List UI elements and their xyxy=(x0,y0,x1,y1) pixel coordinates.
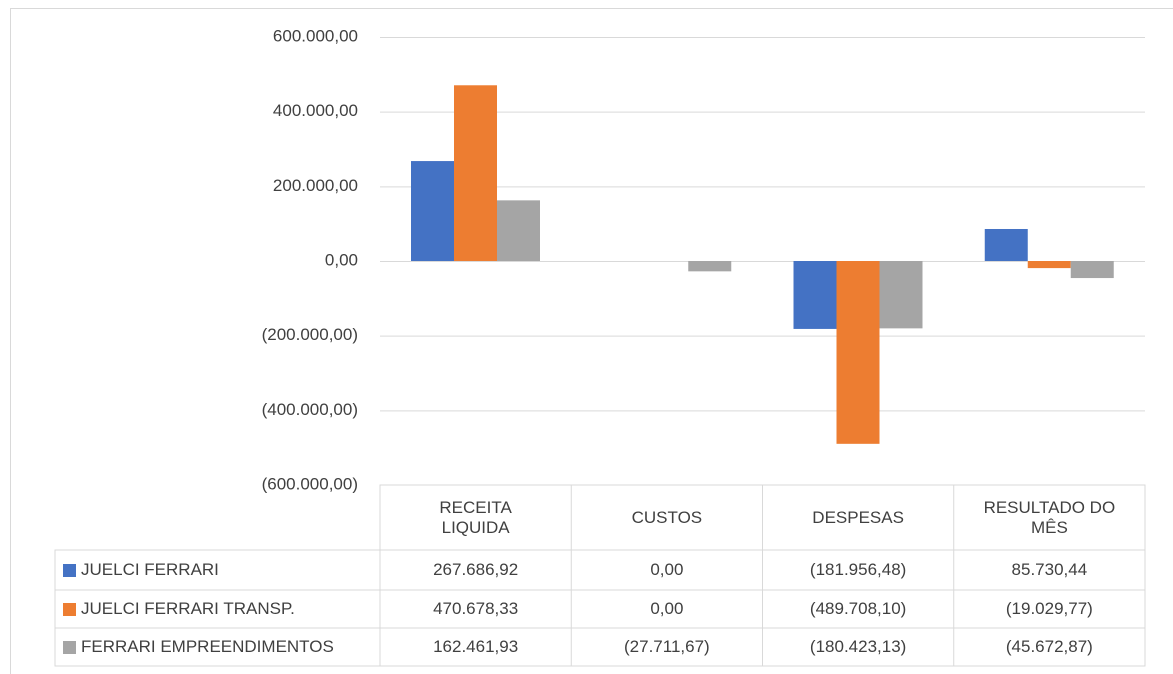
legend-entry: JUELCI FERRARI xyxy=(55,550,380,590)
table-value: (181.956,48) xyxy=(763,550,954,590)
bar xyxy=(411,161,454,261)
bar xyxy=(688,261,732,272)
table-value-text: 0,00 xyxy=(650,599,684,618)
y-tick-label: (200.000,00) xyxy=(262,325,358,344)
table-value: 0,00 xyxy=(571,550,762,590)
y-tick-label: (400.000,00) xyxy=(262,400,358,419)
y-tick-label: 200.000,00 xyxy=(273,176,358,195)
x-category-label-text: RECEITA LIQUIDA xyxy=(439,497,512,537)
x-category-label: DESPESAS xyxy=(763,485,954,550)
table-value: 162.461,93 xyxy=(380,628,571,666)
bar xyxy=(454,85,497,261)
bar xyxy=(1027,261,1071,269)
table-value-text: (489.708,10) xyxy=(809,599,907,618)
table-value-text: 267.686,92 xyxy=(433,560,519,579)
table-value-text: 470.678,33 xyxy=(433,599,519,618)
legend-swatch xyxy=(63,563,76,577)
table-value: (19.029,77) xyxy=(954,590,1145,628)
table-value-text: (27.711,67) xyxy=(624,637,710,656)
bar xyxy=(984,228,1028,261)
y-tick-label: 400.000,00 xyxy=(273,101,358,120)
table-value: 0,00 xyxy=(571,590,762,628)
legend-label: JUELCI FERRARI xyxy=(81,560,219,579)
legend-entry: FERRARI EMPREENDIMENTOS xyxy=(55,628,380,666)
table-value-text: 0,00 xyxy=(650,560,684,579)
table-value: (45.672,87) xyxy=(954,628,1145,666)
chart-border xyxy=(10,8,1173,674)
x-category-label-text: DESPESAS xyxy=(812,507,904,527)
table-value: 470.678,33 xyxy=(380,590,571,628)
y-tick-label: (600.000,00) xyxy=(262,474,358,493)
y-tick-label: 600.000,00 xyxy=(273,26,358,45)
bar xyxy=(879,261,923,329)
x-category-label: CUSTOS xyxy=(571,485,762,550)
bar xyxy=(1070,261,1114,279)
table-body-outline xyxy=(54,549,1146,667)
y-tick-label: 0,00 xyxy=(325,250,358,269)
legend-label: FERRARI EMPREENDIMENTOS xyxy=(81,637,334,656)
bar xyxy=(497,200,540,261)
table-value-text: (181.956,48) xyxy=(809,560,907,579)
table-value-text: (180.423,13) xyxy=(809,637,907,656)
legend-swatch xyxy=(63,602,76,616)
bar xyxy=(793,261,837,329)
table-value: (27.711,67) xyxy=(571,628,762,666)
x-category-label: RECEITA LIQUIDA xyxy=(380,485,571,550)
legend-swatch xyxy=(63,640,76,654)
table-value: (180.423,13) xyxy=(763,628,954,666)
table-value-text: 162.461,93 xyxy=(433,637,519,656)
table-value-text: (19.029,77) xyxy=(1005,599,1093,618)
x-category-label: RESULTADO DO MÊS xyxy=(954,485,1145,550)
x-category-label-text: CUSTOS xyxy=(631,507,703,527)
x-category-label-text: RESULTADO DO MÊS xyxy=(983,497,1116,537)
legend-label: JUELCI FERRARI TRANSP. xyxy=(81,599,295,618)
table-value-text: 85.730,44 xyxy=(1011,560,1088,579)
table-value-text: (45.672,87) xyxy=(1005,637,1093,656)
table-value: 85.730,44 xyxy=(954,550,1145,590)
table-value: 267.686,92 xyxy=(380,550,571,590)
table-value: (489.708,10) xyxy=(763,590,954,628)
legend-entry: JUELCI FERRARI TRANSP. xyxy=(55,590,380,628)
bar xyxy=(836,261,880,444)
